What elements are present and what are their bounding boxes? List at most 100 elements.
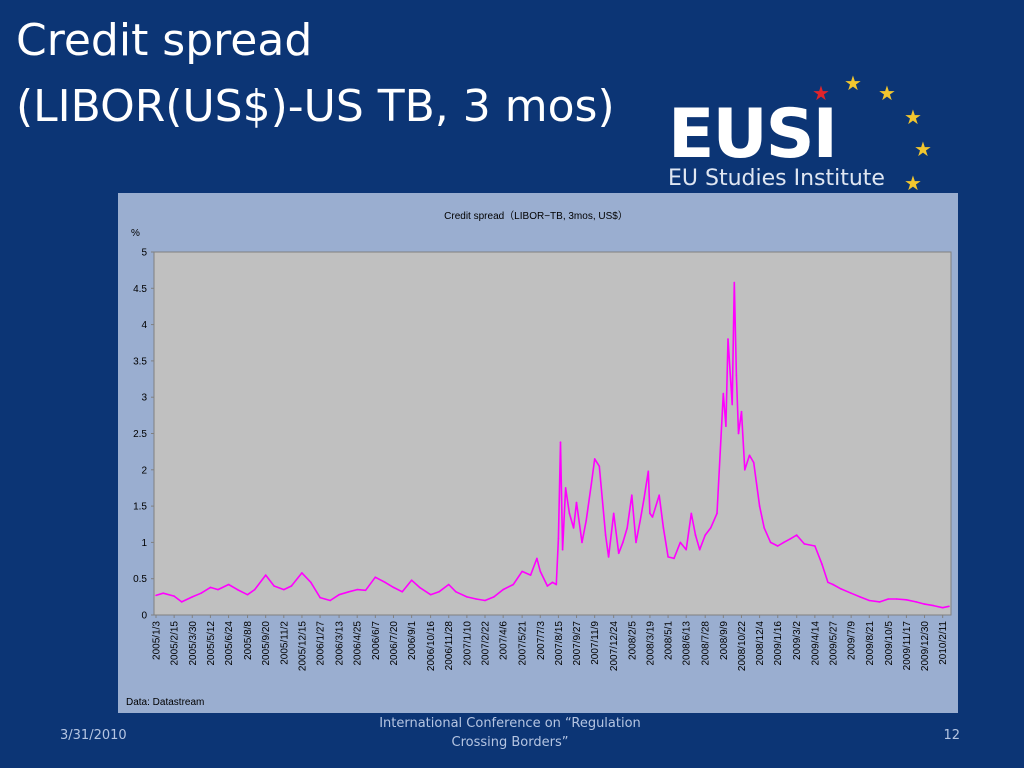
x-tick-label: 2008/9/9 <box>719 621 730 660</box>
x-tick-label: 2007/8/15 <box>554 621 565 666</box>
y-tick-label: 3 <box>141 393 147 404</box>
data-point <box>658 494 660 497</box>
data-point <box>290 585 293 587</box>
data-point <box>690 512 693 515</box>
data-point <box>236 588 239 591</box>
y-tick-label: 1.5 <box>133 502 147 513</box>
data-point <box>740 410 743 413</box>
x-tick-label: 2005/2/15 <box>170 621 181 666</box>
data-point <box>782 541 785 544</box>
data-point <box>484 599 486 602</box>
x-tick-label: 2005/12/15 <box>297 621 308 671</box>
data-point <box>283 588 285 591</box>
data-point <box>763 527 765 529</box>
data-point <box>789 538 792 540</box>
data-point <box>604 534 607 536</box>
data-point <box>895 598 898 600</box>
data-point <box>310 581 312 584</box>
y-tick-label: 5 <box>141 248 147 259</box>
data-point <box>521 570 523 573</box>
data-point <box>667 556 669 558</box>
x-tick-label: 2008/3/19 <box>645 621 656 666</box>
data-point <box>821 563 823 565</box>
y-tick-label: 4 <box>141 320 147 331</box>
x-tick-label: 2005/3/30 <box>188 621 199 666</box>
data-point <box>887 598 890 600</box>
data-point <box>598 465 601 468</box>
data-point <box>217 588 219 591</box>
data-point <box>568 512 571 515</box>
data-point <box>155 594 157 597</box>
data-point <box>694 534 697 536</box>
x-tick-label: 2007/7/3 <box>536 621 547 660</box>
data-point <box>581 541 583 544</box>
eusi-logo: EUSI EU Studies Institute ★ ★ ★ ★ ★ ★ ★ … <box>662 70 952 230</box>
data-point <box>612 512 615 515</box>
x-tick-label: 2009/3/2 <box>792 621 803 660</box>
x-tick-label: 2006/9/1 <box>407 621 418 660</box>
data-point <box>651 516 654 518</box>
title-line-2: (LIBOR(US$)-US TB, 3 mos) <box>16 81 615 132</box>
data-point <box>438 591 440 593</box>
data-point <box>905 599 908 601</box>
data-point <box>546 585 549 587</box>
data-point <box>744 469 746 471</box>
x-tick-label: 2005/5/12 <box>206 621 217 666</box>
data-point <box>475 598 478 600</box>
x-tick-label: 2007/11/9 <box>590 621 601 665</box>
data-point <box>635 541 637 544</box>
data-point <box>639 519 641 522</box>
x-tick-label: 2007/12/24 <box>609 621 620 671</box>
y-tick-label: 2.5 <box>133 429 147 440</box>
data-point <box>374 576 377 578</box>
data-point <box>735 374 738 377</box>
x-tick-label: 2007/2/22 <box>481 621 492 666</box>
data-point <box>731 403 733 406</box>
data-point <box>561 548 564 551</box>
data-point <box>776 545 779 547</box>
data-point <box>253 588 256 591</box>
data-point <box>631 494 633 497</box>
data-point <box>733 281 736 284</box>
x-tick-label: 2005/6/24 <box>224 621 235 666</box>
data-source-note: Data: Datastream <box>126 697 204 708</box>
data-point <box>529 574 532 576</box>
data-point <box>539 570 542 573</box>
data-point <box>410 579 413 581</box>
data-point <box>536 557 538 560</box>
data-point <box>649 512 651 515</box>
chart-title: Credit spread（LIBOR−TB, 3mos, US$） <box>444 210 628 222</box>
data-point <box>162 592 164 594</box>
data-point <box>850 592 852 594</box>
x-tick-label: 2006/4/25 <box>353 621 364 666</box>
data-point <box>932 604 935 607</box>
data-point <box>356 588 358 591</box>
data-point <box>727 338 729 340</box>
data-point <box>555 583 558 586</box>
footer-date: 3/31/2010 <box>60 728 127 743</box>
data-point <box>348 591 350 593</box>
logo-subtitle: EU Studies Institute <box>668 166 885 191</box>
data-point <box>662 527 665 529</box>
y-tick-label: 0 <box>141 611 147 622</box>
data-point <box>173 595 175 597</box>
data-point <box>338 593 340 596</box>
data-point <box>752 461 755 464</box>
data-point <box>840 588 842 590</box>
data-point <box>401 591 404 593</box>
data-point <box>590 483 593 486</box>
data-point <box>868 599 871 602</box>
y-tick-label: 1 <box>141 538 147 549</box>
star-icon: ★ <box>904 173 922 195</box>
data-point <box>803 543 806 545</box>
data-point <box>264 574 267 576</box>
data-point <box>447 583 450 586</box>
y-tick-label: 3.5 <box>133 356 147 367</box>
star-icon: ★ <box>914 139 932 161</box>
x-tick-label: 2009/1/16 <box>773 621 784 666</box>
data-point <box>716 512 718 515</box>
data-point <box>429 593 432 596</box>
x-tick-label: 2009/12/30 <box>920 621 931 671</box>
data-point <box>384 581 386 584</box>
x-tick-label: 2009/5/27 <box>829 621 840 666</box>
